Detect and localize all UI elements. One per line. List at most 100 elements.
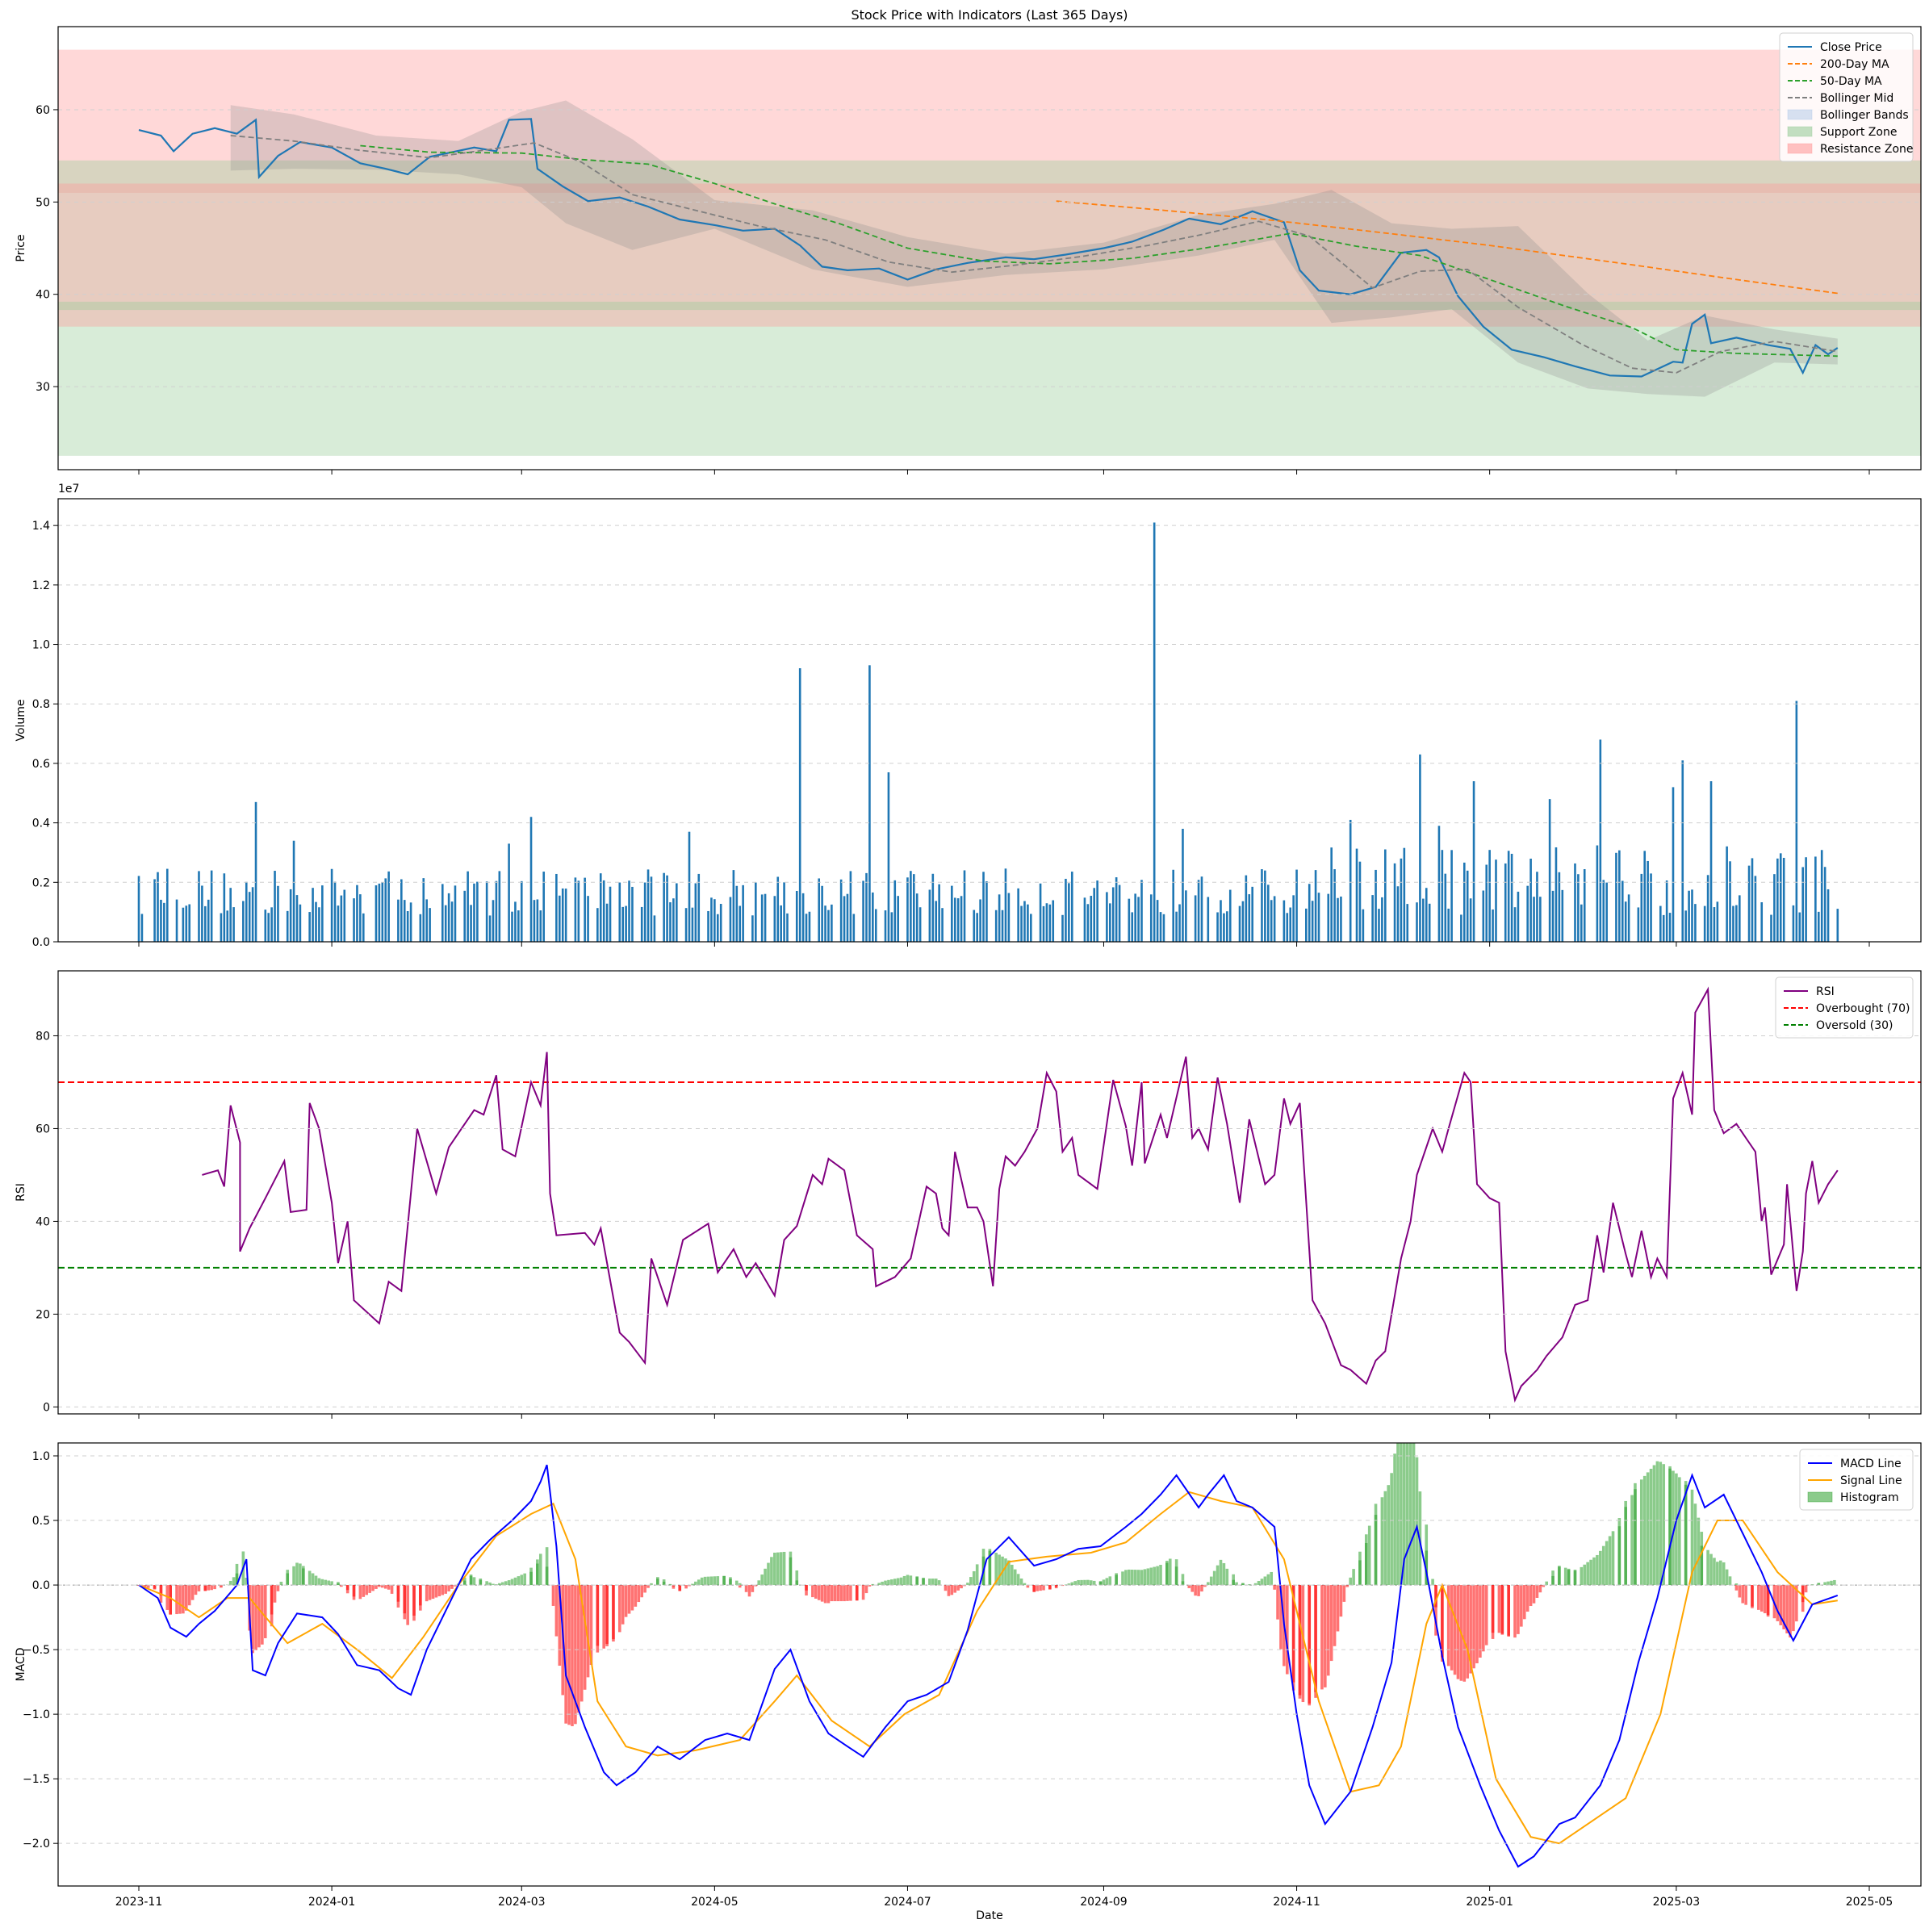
histogram-bar xyxy=(1833,1580,1836,1585)
histogram-bar xyxy=(1826,1582,1830,1585)
volume-bar xyxy=(1714,907,1716,942)
histogram-bar xyxy=(498,1583,501,1585)
volume-bar xyxy=(252,887,254,942)
histogram-bar xyxy=(846,1585,849,1601)
volume-bar xyxy=(982,872,985,942)
volume-bar xyxy=(182,908,185,942)
chart-title: Stock Price with Indicators (Last 365 Da… xyxy=(851,7,1128,23)
volume-bar xyxy=(1140,880,1143,942)
macd-legend-entry: Histogram xyxy=(1840,1491,1899,1504)
histogram-bar xyxy=(1431,1579,1434,1586)
histogram-bar xyxy=(295,1562,299,1585)
volume-bar xyxy=(176,900,178,942)
histogram-bar xyxy=(1083,1580,1086,1585)
price-legend-swatch xyxy=(1788,110,1812,119)
volume-bar xyxy=(315,902,317,942)
volume-bar xyxy=(742,885,744,942)
histogram-bar xyxy=(735,1581,739,1585)
volume-bar xyxy=(463,891,466,942)
macd-xtick-label: 2024-05 xyxy=(691,1896,739,1909)
histogram-bar xyxy=(1232,1580,1235,1585)
histogram-bar xyxy=(1513,1585,1517,1637)
volume-bar xyxy=(1115,877,1118,942)
volume-bar xyxy=(211,871,213,942)
histogram-bar xyxy=(1668,1469,1672,1585)
histogram-bar xyxy=(704,1577,707,1585)
macd-plot-area xyxy=(58,1413,1921,1867)
volume-bar xyxy=(1602,880,1605,942)
macd-xtick-label: 2024-07 xyxy=(884,1896,931,1909)
volume-bar xyxy=(1248,894,1250,942)
volume-bar xyxy=(1729,861,1731,942)
volume-bar xyxy=(888,772,890,942)
histogram-bar xyxy=(1099,1581,1103,1585)
volume-bar xyxy=(802,893,805,942)
volume-bar xyxy=(1780,853,1782,942)
volume-bar xyxy=(1406,904,1408,942)
histogram-bar xyxy=(501,1583,504,1586)
volume-bar xyxy=(1529,859,1532,942)
volume-bar xyxy=(631,887,634,942)
histogram-bar xyxy=(1121,1571,1124,1585)
volume-bar xyxy=(1305,909,1308,942)
volume-bar xyxy=(375,885,378,942)
histogram-bar xyxy=(818,1585,821,1600)
histogram-bar xyxy=(1741,1585,1744,1604)
price-plot-area xyxy=(58,50,1921,456)
volume-bar xyxy=(1818,912,1820,942)
histogram-bar xyxy=(1144,1569,1147,1585)
histogram-bar xyxy=(1801,1585,1805,1602)
volume-bar xyxy=(1659,906,1662,942)
histogram-bar xyxy=(1462,1585,1466,1682)
histogram-bar xyxy=(1017,1574,1020,1585)
histogram-bar xyxy=(198,1585,201,1591)
volume-bar xyxy=(397,900,400,942)
volume-bar xyxy=(356,885,358,942)
volume-bar xyxy=(669,902,672,942)
volume-bar xyxy=(827,910,830,942)
volume-bar xyxy=(1552,891,1554,942)
volume-bar xyxy=(935,901,937,942)
volume-bar xyxy=(308,912,311,942)
volume-bar xyxy=(761,894,764,942)
volume-bar xyxy=(1220,900,1222,942)
histogram-bar xyxy=(1349,1578,1352,1585)
series-rsi xyxy=(202,989,1837,1400)
volume-bar xyxy=(1201,876,1203,942)
volume-bar xyxy=(1289,908,1291,942)
histogram-bar xyxy=(1140,1570,1144,1585)
macd-xtick-label: 2025-01 xyxy=(1466,1896,1513,1909)
histogram-bar xyxy=(969,1577,973,1585)
histogram-bar xyxy=(368,1585,371,1593)
volume-bar xyxy=(641,907,643,942)
volume-bar xyxy=(868,665,871,942)
volume-bar xyxy=(341,896,343,942)
volume-bar xyxy=(1773,874,1776,942)
histogram-bar xyxy=(1592,1558,1596,1585)
volume-bar xyxy=(755,883,757,942)
volume-bar xyxy=(1824,867,1826,942)
histogram-bar xyxy=(1182,1581,1185,1585)
volume-bar xyxy=(277,886,279,942)
histogram-bar xyxy=(1396,1434,1400,1585)
histogram-bar xyxy=(1220,1560,1223,1585)
histogram-bar xyxy=(330,1581,333,1585)
macd-ytick-label: −1.0 xyxy=(23,1708,50,1721)
histogram-bar xyxy=(1760,1585,1764,1612)
volume-bar xyxy=(1008,893,1011,942)
volume-bar xyxy=(621,907,624,942)
volume-bar xyxy=(441,884,444,942)
volume-bar xyxy=(204,906,207,942)
volume-bar xyxy=(1726,847,1728,942)
volume-bar xyxy=(1274,896,1276,942)
histogram-bar xyxy=(1650,1469,1653,1585)
histogram-bar xyxy=(1390,1473,1393,1585)
volume-bar xyxy=(1046,903,1048,942)
histogram-bar xyxy=(229,1581,232,1585)
volume-bar xyxy=(1605,883,1608,942)
volume-bar xyxy=(872,893,874,942)
volume-bar xyxy=(1688,891,1690,942)
histogram-bar xyxy=(1624,1501,1627,1585)
histogram-bar xyxy=(684,1585,688,1588)
